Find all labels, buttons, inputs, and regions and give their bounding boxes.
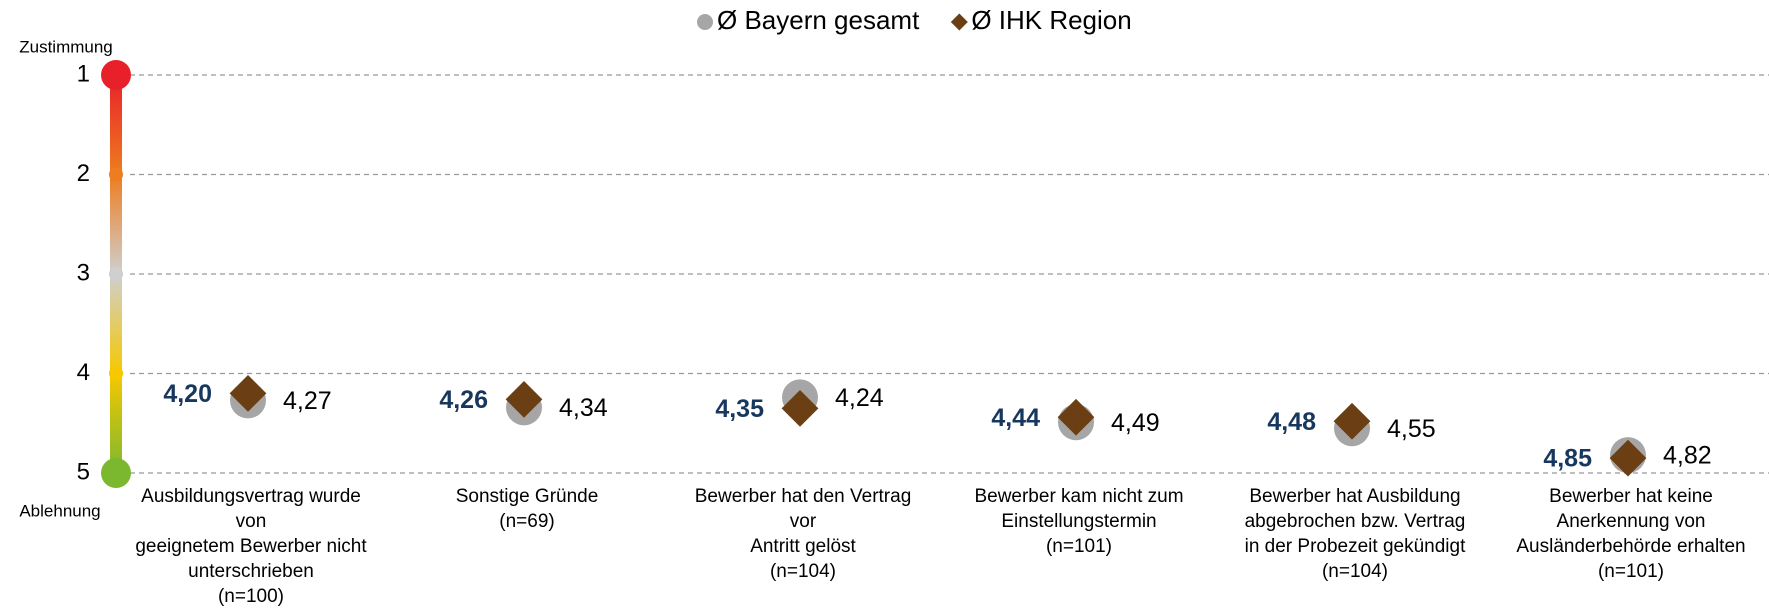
y-tick-label: 3: [77, 259, 90, 286]
ihk-value-label: 4,48: [1267, 408, 1316, 436]
y-tick-dot: [101, 60, 131, 90]
bayern-value-label: 4,55: [1387, 415, 1436, 443]
y-tick-dot: [101, 458, 131, 488]
bayern-value-label: 4,34: [559, 394, 608, 422]
bayern-value-label: 4,49: [1111, 409, 1160, 437]
ihk-marker: [1609, 439, 1647, 477]
ihk-value-label: 4,26: [439, 386, 488, 414]
legend-marker: [950, 13, 968, 31]
y-tick-dot: [109, 366, 123, 381]
ihk-value-label: 4,85: [1543, 445, 1592, 473]
ihk-value-label: 4,35: [715, 395, 764, 423]
ihk-marker: [781, 389, 819, 427]
legend-label: Ø Bayern gesamt: [717, 5, 920, 35]
x-tick-label: Bewerber hat den Vertrag vor Antritt gelös…: [695, 486, 912, 582]
ihk-marker: [1057, 398, 1095, 436]
ihk-marker: [1333, 402, 1371, 440]
ihk-marker: [229, 375, 267, 412]
y-bottom-label: Ablehnung: [19, 501, 100, 520]
y-tick-label: 5: [77, 458, 90, 485]
legend-label: Ø IHK Region: [971, 5, 1131, 35]
ihk-marker: [505, 380, 543, 418]
ihk-value-label: 4,44: [991, 404, 1040, 432]
x-tick-label: Ausbildungsvertrag wurde von geeignetem Be…: [135, 486, 367, 607]
y-top-label: Zustimmung: [19, 37, 113, 56]
y-tick-label: 1: [77, 60, 90, 87]
x-tick-label: Bewerber kam nicht zum Einstellungstermin…: [974, 486, 1183, 557]
y-tick-dot: [109, 167, 123, 182]
legend-marker: [697, 14, 713, 30]
x-tick-label: Bewerber hat Ausbildung abgebrochen bzw. …: [1245, 486, 1466, 582]
bayern-value-label: 4,27: [283, 387, 332, 415]
ihk-value-label: 4,20: [163, 380, 212, 408]
bayern-value-label: 4,82: [1663, 442, 1712, 470]
x-tick-label: Bewerber hat keine Anerkennung von Ausländ…: [1516, 486, 1745, 582]
y-tick-label: 2: [77, 160, 90, 187]
x-tick-label: Sonstige Gründe (n=69): [456, 486, 599, 532]
y-tick-label: 4: [77, 359, 90, 386]
bayern-value-label: 4,24: [835, 384, 884, 412]
y-tick-dot: [109, 267, 123, 281]
